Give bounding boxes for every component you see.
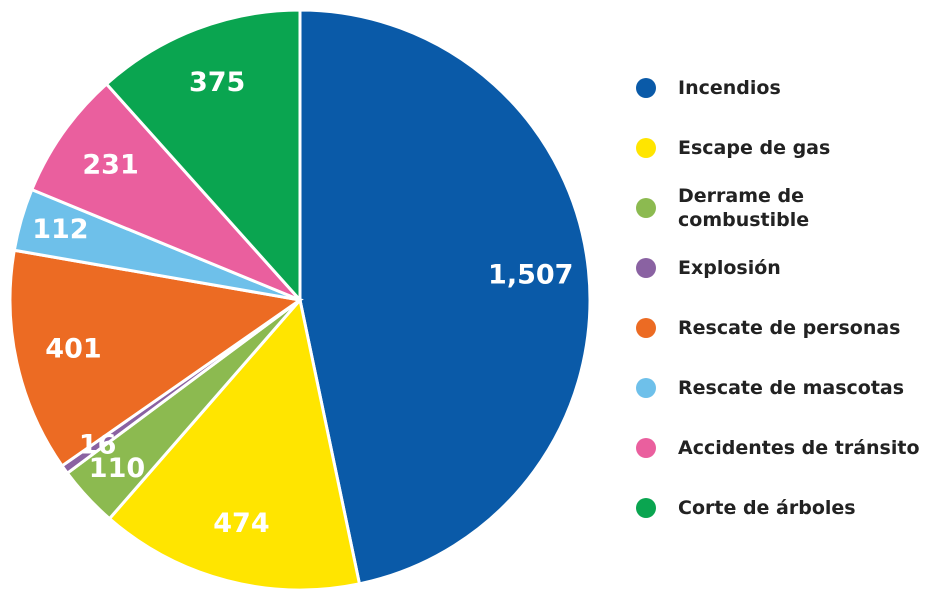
value-label: 375 — [189, 67, 245, 98]
legend-swatch — [636, 78, 656, 98]
pie-slice — [29, 81, 302, 302]
legend-item: Accidentes de tránsito — [636, 418, 936, 478]
pie-slice — [298, 8, 592, 586]
legend-swatch — [636, 438, 656, 458]
value-label: 231 — [82, 150, 138, 181]
legend-label: Rescate de mascotas — [678, 377, 905, 399]
legend-item: Corte de árboles — [636, 478, 936, 538]
legend-label: Incendios — [678, 77, 781, 99]
legend-swatch — [636, 318, 656, 338]
legend-swatch — [636, 198, 656, 218]
value-label: 112 — [32, 214, 88, 245]
value-label: 401 — [45, 334, 101, 365]
legend: Incendios Escape de gas Derrame de combust… — [636, 58, 936, 538]
legend-item: Incendios — [636, 58, 936, 118]
legend-item: Derrame de combustible — [636, 178, 936, 238]
pie-slice — [8, 248, 304, 468]
legend-swatch — [636, 498, 656, 518]
value-label: 1,507 — [488, 260, 573, 291]
legend-swatch — [636, 258, 656, 278]
legend-item: Escape de gas — [636, 118, 936, 178]
legend-swatch — [636, 138, 656, 158]
legend-label: Rescate de personas — [678, 317, 901, 339]
value-label: 16 — [79, 429, 117, 460]
pie-slice — [104, 8, 302, 304]
legend-label: Explosión — [678, 257, 781, 279]
legend-swatch — [636, 378, 656, 398]
legend-item: Rescate de mascotas — [636, 358, 936, 418]
legend-item: Rescate de personas — [636, 298, 936, 358]
value-label: 474 — [213, 508, 269, 539]
legend-label: Escape de gas — [678, 137, 831, 159]
legend-label: Accidentes de tránsito — [678, 437, 920, 459]
legend-label: Derrame de combustible — [678, 185, 810, 231]
pie-slice — [107, 296, 362, 590]
value-label: 110 — [89, 453, 145, 484]
legend-item: Explosión — [636, 238, 936, 298]
legend-label: Corte de árboles — [678, 497, 856, 519]
